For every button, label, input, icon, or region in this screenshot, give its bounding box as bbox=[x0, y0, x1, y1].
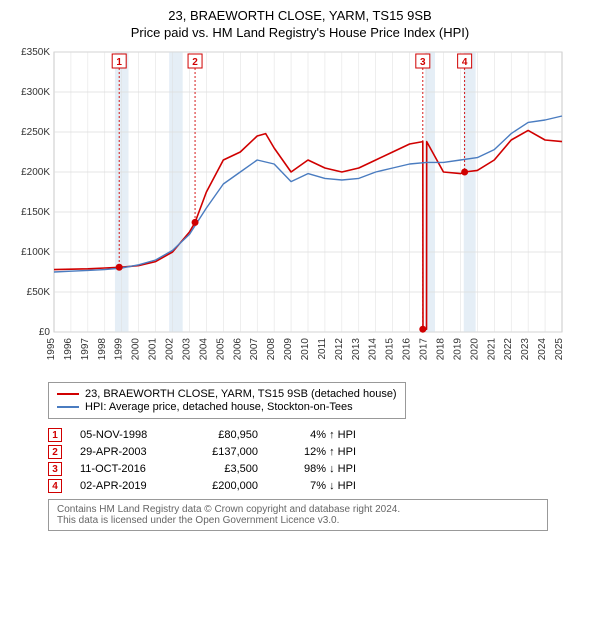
sale-diff: 98% ↓ HPI bbox=[276, 463, 356, 475]
legend-swatch-blue bbox=[57, 406, 79, 408]
svg-text:2: 2 bbox=[192, 57, 198, 68]
svg-text:2008: 2008 bbox=[266, 338, 277, 361]
svg-text:2018: 2018 bbox=[435, 338, 446, 361]
sale-marker-2: 2 bbox=[48, 445, 62, 459]
legend-label-blue: HPI: Average price, detached house, Stoc… bbox=[85, 401, 353, 413]
sales-row: 1 05-NOV-1998 £80,950 4% ↑ HPI bbox=[48, 428, 592, 442]
legend-swatch-red bbox=[57, 393, 79, 395]
svg-text:2014: 2014 bbox=[368, 338, 379, 361]
sale-diff: 12% ↑ HPI bbox=[276, 446, 356, 458]
svg-text:2023: 2023 bbox=[520, 338, 531, 361]
svg-text:£0: £0 bbox=[39, 327, 51, 338]
sale-price: £80,950 bbox=[188, 429, 258, 441]
svg-text:£150K: £150K bbox=[21, 207, 50, 218]
svg-text:£350K: £350K bbox=[21, 47, 50, 58]
svg-text:2010: 2010 bbox=[300, 338, 311, 361]
svg-text:2020: 2020 bbox=[469, 338, 480, 361]
sale-price: £200,000 bbox=[188, 480, 258, 492]
sales-table: 1 05-NOV-1998 £80,950 4% ↑ HPI 2 29-APR-2003 £… bbox=[48, 428, 592, 493]
svg-text:2021: 2021 bbox=[486, 338, 497, 361]
svg-text:1: 1 bbox=[116, 57, 122, 68]
sale-diff: 4% ↑ HPI bbox=[276, 429, 356, 441]
footer-line2: This data is licensed under the Open Gov… bbox=[57, 515, 539, 526]
sales-row: 4 02-APR-2019 £200,000 7% ↓ HPI bbox=[48, 479, 592, 493]
svg-text:2016: 2016 bbox=[402, 338, 413, 361]
footer-line1: Contains HM Land Registry data © Crown c… bbox=[57, 504, 539, 515]
svg-text:£200K: £200K bbox=[21, 167, 50, 178]
svg-text:£50K: £50K bbox=[27, 287, 51, 298]
svg-text:2001: 2001 bbox=[148, 338, 159, 361]
svg-text:3: 3 bbox=[420, 57, 426, 68]
svg-text:4: 4 bbox=[462, 57, 468, 68]
svg-text:2024: 2024 bbox=[537, 338, 548, 361]
price-chart: £0 £50K £100K £150K £200K £250K £300K £350K 1995… bbox=[8, 46, 592, 376]
sale-price: £137,000 bbox=[188, 446, 258, 458]
svg-text:1999: 1999 bbox=[114, 338, 125, 361]
chart-svg: £0 £50K £100K £150K £200K £250K £300K £350K 1995… bbox=[8, 46, 568, 376]
sales-row: 2 29-APR-2003 £137,000 12% ↑ HPI bbox=[48, 445, 592, 459]
svg-text:2005: 2005 bbox=[215, 338, 226, 361]
legend-item-blue: HPI: Average price, detached house, Stoc… bbox=[57, 401, 397, 413]
legend: 23, BRAEWORTH CLOSE, YARM, TS15 9SB (det… bbox=[48, 382, 406, 419]
svg-text:2025: 2025 bbox=[554, 338, 565, 361]
chart-title-line1: 23, BRAEWORTH CLOSE, YARM, TS15 9SB bbox=[8, 8, 592, 23]
svg-text:£100K: £100K bbox=[21, 247, 50, 258]
svg-text:2007: 2007 bbox=[249, 338, 260, 361]
svg-text:2000: 2000 bbox=[131, 338, 142, 361]
svg-text:2003: 2003 bbox=[181, 338, 192, 361]
sale-date: 05-NOV-1998 bbox=[80, 429, 170, 441]
svg-text:2009: 2009 bbox=[283, 338, 294, 361]
svg-text:£300K: £300K bbox=[21, 87, 50, 98]
sale-marker-3: 3 bbox=[48, 462, 62, 476]
svg-text:2013: 2013 bbox=[351, 338, 362, 361]
svg-text:2019: 2019 bbox=[452, 338, 463, 361]
sale-diff: 7% ↓ HPI bbox=[276, 480, 356, 492]
svg-text:2011: 2011 bbox=[317, 338, 328, 360]
svg-text:1997: 1997 bbox=[80, 338, 91, 361]
svg-text:£250K: £250K bbox=[21, 127, 50, 138]
svg-text:1996: 1996 bbox=[63, 338, 74, 361]
legend-label-red: 23, BRAEWORTH CLOSE, YARM, TS15 9SB (det… bbox=[85, 388, 397, 400]
sales-row: 3 11-OCT-2016 £3,500 98% ↓ HPI bbox=[48, 462, 592, 476]
sale-price: £3,500 bbox=[188, 463, 258, 475]
svg-text:1998: 1998 bbox=[97, 338, 108, 361]
sale-marker-1: 1 bbox=[48, 428, 62, 442]
svg-text:2002: 2002 bbox=[165, 338, 176, 361]
svg-text:2012: 2012 bbox=[334, 338, 345, 361]
chart-title-line2: Price paid vs. HM Land Registry's House … bbox=[8, 25, 592, 40]
sale-marker-4: 4 bbox=[48, 479, 62, 493]
sale-date: 11-OCT-2016 bbox=[80, 463, 170, 475]
sale-date: 02-APR-2019 bbox=[80, 480, 170, 492]
legend-item-red: 23, BRAEWORTH CLOSE, YARM, TS15 9SB (det… bbox=[57, 388, 397, 400]
svg-text:2022: 2022 bbox=[503, 338, 514, 361]
svg-text:2004: 2004 bbox=[198, 338, 209, 361]
footer-attribution: Contains HM Land Registry data © Crown c… bbox=[48, 499, 548, 531]
svg-text:2015: 2015 bbox=[385, 338, 396, 361]
svg-text:2017: 2017 bbox=[419, 338, 430, 361]
sale-date: 29-APR-2003 bbox=[80, 446, 170, 458]
svg-text:2006: 2006 bbox=[232, 338, 243, 361]
svg-text:1995: 1995 bbox=[46, 338, 57, 361]
